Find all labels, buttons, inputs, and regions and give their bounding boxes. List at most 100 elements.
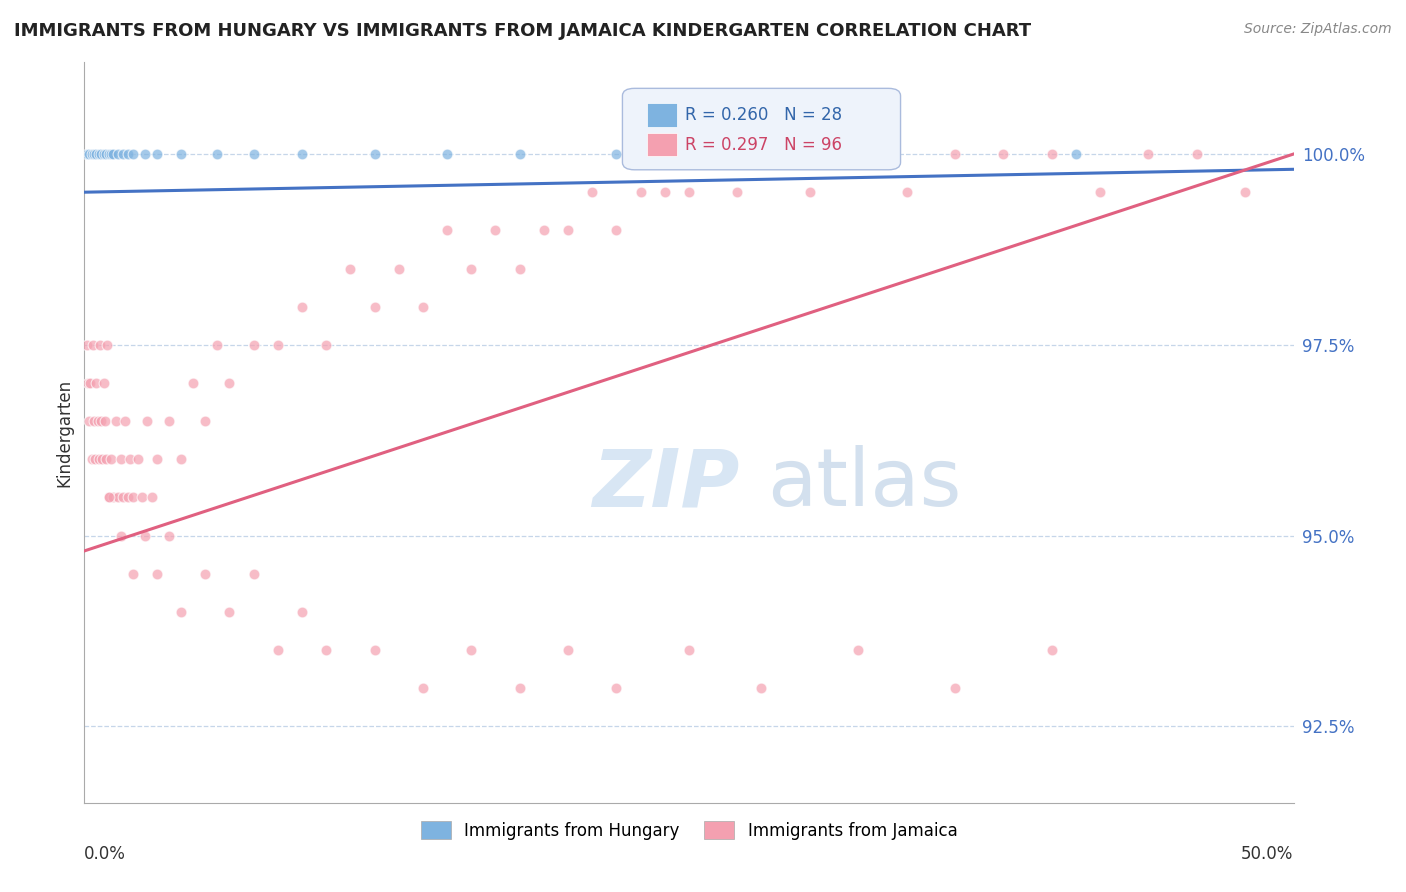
Point [87, 147, 110, 161]
Point [943, 147, 966, 161]
Point [605, 147, 627, 161]
Point [80, 147, 103, 161]
Point [100, 452, 122, 467]
Point [896, 185, 918, 199]
Point [117, 491, 139, 505]
Point [86, 376, 108, 390]
Point [181, 376, 204, 390]
Point [218, 605, 240, 619]
Point [157, 414, 180, 428]
Point [134, 147, 156, 161]
Text: IMMIGRANTS FROM HUNGARY VS IMMIGRANTS FROM JAMAICA KINDERGARTEN CORRELATION CHAR: IMMIGRANTS FROM HUNGARY VS IMMIGRANTS FR… [14, 22, 1031, 40]
Point [315, 643, 337, 657]
Point [134, 529, 156, 543]
Point [1234, 185, 1257, 199]
FancyBboxPatch shape [623, 88, 901, 169]
Point [363, 300, 385, 314]
Point [846, 643, 869, 657]
Point [509, 681, 531, 696]
Point [678, 643, 700, 657]
Point [110, 529, 132, 543]
Point [363, 147, 385, 161]
Point [291, 300, 314, 314]
Point [218, 376, 240, 390]
Point [993, 147, 1015, 161]
FancyBboxPatch shape [647, 103, 676, 127]
Legend: Immigrants from Hungary, Immigrants from Jamaica: Immigrants from Hungary, Immigrants from… [413, 814, 965, 847]
Text: atlas: atlas [768, 445, 962, 524]
Point [86, 147, 108, 161]
Point [121, 147, 143, 161]
Point [127, 452, 149, 467]
Point [605, 681, 627, 696]
Point [83, 147, 105, 161]
Point [89, 338, 111, 352]
Point [207, 338, 229, 352]
Point [943, 681, 966, 696]
Point [83, 414, 105, 428]
Point [581, 185, 603, 199]
Point [79, 376, 101, 390]
Point [84, 452, 107, 467]
Point [1040, 147, 1063, 161]
Point [267, 338, 290, 352]
Text: 0.0%: 0.0% [84, 845, 127, 863]
Point [77, 414, 100, 428]
Point [194, 566, 217, 581]
Point [388, 261, 411, 276]
Text: ZIP: ZIP [592, 445, 740, 524]
Point [846, 147, 869, 161]
Point [242, 147, 264, 161]
Point [146, 452, 169, 467]
Point [1137, 147, 1160, 161]
Point [96, 338, 118, 352]
Point [363, 643, 385, 657]
Point [702, 147, 724, 161]
Text: R = 0.297   N = 96: R = 0.297 N = 96 [685, 136, 842, 153]
Point [110, 452, 132, 467]
Point [1064, 147, 1087, 161]
Point [103, 491, 125, 505]
Point [146, 147, 169, 161]
Point [77, 147, 100, 161]
Y-axis label: Kindergarten: Kindergarten [55, 378, 73, 487]
Point [94, 452, 117, 467]
FancyBboxPatch shape [647, 133, 676, 156]
Point [315, 338, 337, 352]
Point [97, 147, 120, 161]
Point [291, 147, 314, 161]
Point [93, 376, 115, 390]
Point [484, 223, 506, 237]
Point [799, 185, 821, 199]
Point [533, 223, 555, 237]
Point [80, 452, 103, 467]
Point [557, 223, 579, 237]
Point [242, 566, 264, 581]
Point [291, 605, 314, 619]
Point [91, 452, 114, 467]
Point [630, 185, 652, 199]
Point [751, 681, 773, 696]
Point [117, 147, 139, 161]
Point [725, 185, 748, 199]
Point [97, 491, 120, 505]
Point [146, 566, 169, 581]
Point [605, 223, 627, 237]
Point [509, 147, 531, 161]
Point [339, 261, 361, 276]
Point [86, 414, 108, 428]
Point [170, 147, 193, 161]
Point [131, 491, 153, 505]
Point [170, 452, 193, 467]
Point [76, 338, 98, 352]
Point [97, 491, 120, 505]
Point [436, 147, 458, 161]
Point [82, 338, 104, 352]
Point [141, 491, 163, 505]
Point [412, 300, 434, 314]
Point [100, 147, 122, 161]
Point [509, 261, 531, 276]
Point [112, 491, 135, 505]
Point [242, 338, 264, 352]
Point [93, 147, 115, 161]
